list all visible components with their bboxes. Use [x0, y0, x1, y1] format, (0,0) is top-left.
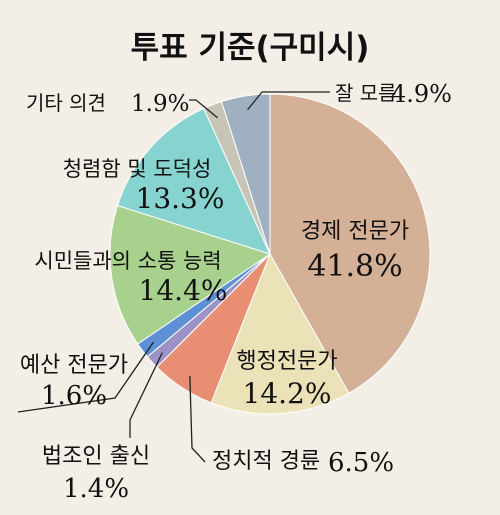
slice-value-political-experience: 6.5%	[328, 448, 394, 478]
pie-slices	[109, 93, 431, 415]
slice-value-communication: 14.4%	[139, 274, 228, 307]
slice-label-lawyer: 법조인 출신	[42, 444, 150, 469]
slice-label-dont-know: 잘 모름	[335, 81, 397, 105]
pie-slice-communication	[109, 204, 272, 345]
leader-line-budget	[17, 341, 155, 413]
leader-lines	[17, 91, 330, 463]
chart-title: 투표 기준(구미시)	[131, 30, 370, 66]
pie-slice-integrity	[116, 107, 271, 255]
slice-label-integrity: 청렴함 및 도덕성	[63, 157, 212, 181]
slice-value-budget: 1.6%	[41, 381, 107, 411]
slice-label-political-experience: 정치적 경륜	[212, 449, 320, 474]
slice-label-economy: 경제 전문가	[301, 219, 409, 244]
leader-line-political-experience	[189, 376, 206, 463]
slice-value-dont-know: 4.9%	[391, 80, 452, 108]
slice-value-other: 1.9%	[131, 91, 189, 117]
slice-label-administration: 행정전문가	[236, 349, 337, 374]
slice-value-lawyer: 1.4%	[63, 474, 129, 504]
pie-slice-administration	[210, 252, 350, 415]
leader-line-dont-know	[247, 91, 330, 111]
leader-line-lawyer	[129, 352, 163, 438]
slice-label-communication: 시민들과의 소통 능력	[34, 249, 221, 273]
slice-label-other: 기타 의견	[26, 91, 106, 115]
pie-slice-economy	[269, 93, 431, 394]
slice-label-budget: 예산 전문가	[20, 353, 128, 378]
leader-line-other	[189, 99, 218, 119]
slice-value-economy: 41.8%	[307, 249, 402, 284]
slice-value-integrity: 13.3%	[136, 182, 225, 215]
pie-slice-dont-know	[220, 93, 271, 255]
slice-value-administration: 14.2%	[243, 377, 332, 410]
